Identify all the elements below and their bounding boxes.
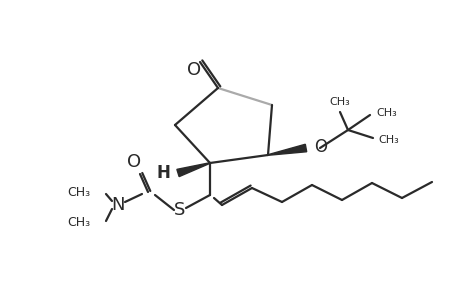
Text: N: N [111, 196, 124, 214]
Text: CH₃: CH₃ [375, 108, 396, 118]
Text: CH₃: CH₃ [329, 97, 350, 107]
Text: O: O [313, 138, 326, 156]
Text: O: O [186, 61, 201, 79]
Text: CH₃: CH₃ [67, 185, 90, 199]
Polygon shape [176, 163, 210, 177]
Text: CH₃: CH₃ [67, 217, 90, 230]
Text: CH₃: CH₃ [377, 135, 398, 145]
Text: H: H [156, 164, 170, 182]
Text: S: S [174, 201, 185, 219]
Polygon shape [267, 144, 306, 155]
Text: O: O [127, 153, 141, 171]
